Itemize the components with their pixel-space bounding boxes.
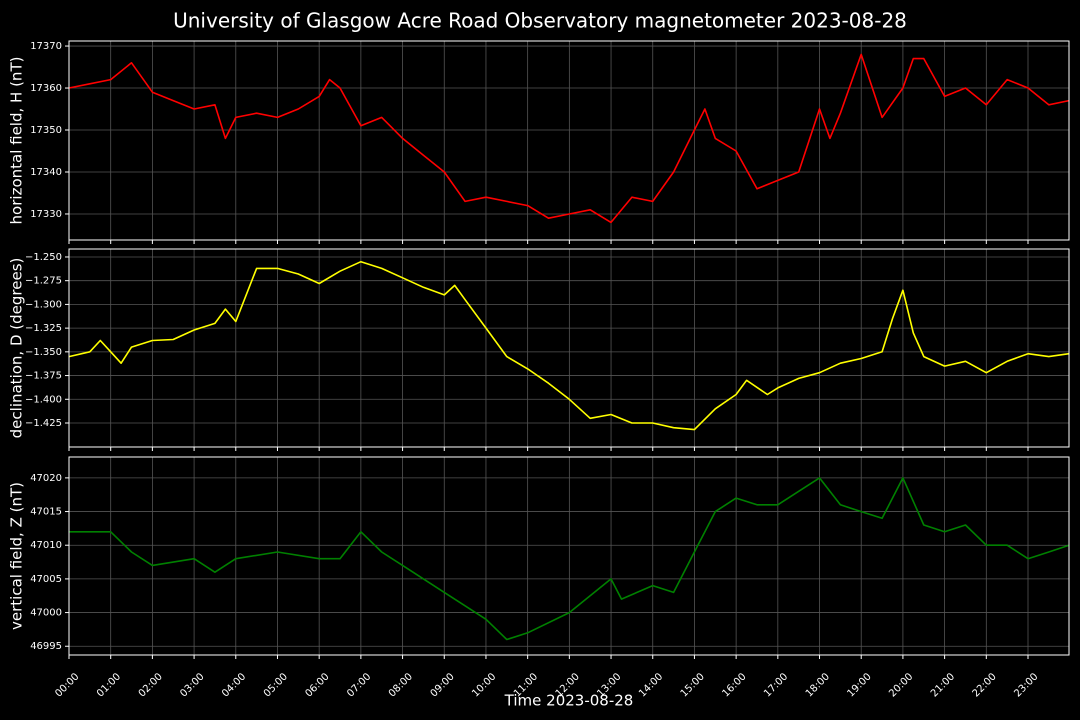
x-tick-label: 15:00: [679, 671, 707, 699]
x-tick-label: 04:00: [220, 671, 248, 699]
y-tick-label: −1.275: [25, 276, 62, 287]
y-tick-label: 47020: [30, 473, 62, 484]
plot-frame: [68, 456, 1070, 656]
x-tick-label: 20:00: [887, 671, 915, 699]
y-tick-label: −1.375: [25, 371, 62, 382]
x-tick-label: 07:00: [345, 671, 373, 699]
x-axis-label: Time 2023-08-28: [504, 692, 634, 710]
x-tick-label: 02:00: [137, 671, 165, 699]
y-tick-label: −1.325: [25, 323, 62, 334]
y-axis-label: horizontal field, H (nT): [8, 57, 26, 225]
x-tick-label: 22:00: [971, 671, 999, 699]
y-tick-label: 17330: [30, 209, 62, 220]
x-tick-label: 09:00: [429, 671, 457, 699]
y-tick-label: 47005: [30, 574, 62, 585]
plot-frame: [68, 248, 1070, 448]
chart-title: University of Glasgow Acre Road Observat…: [173, 9, 907, 33]
y-tick-label: −1.400: [25, 394, 62, 405]
data-line: [68, 53, 1070, 224]
y-tick-label: −1.250: [25, 252, 62, 263]
x-tick-label: 19:00: [846, 671, 874, 699]
x-tick-label: 10:00: [470, 671, 498, 699]
x-tick-label: 16:00: [720, 671, 748, 699]
x-tick-label: 03:00: [178, 671, 206, 699]
y-tick-label: −1.425: [25, 418, 62, 429]
y-axis-label: declination, D (degrees): [8, 258, 26, 439]
x-tick-label: 18:00: [804, 671, 832, 699]
x-tick-label: 05:00: [262, 671, 290, 699]
data-line: [69, 477, 1070, 641]
y-tick-label: 47000: [30, 608, 62, 619]
plot-frame: [68, 40, 1070, 241]
y-tick-label: 17350: [30, 125, 62, 136]
y-tick-label: 47015: [30, 507, 62, 518]
y-tick-label: −1.300: [25, 299, 62, 310]
x-tick-label: 14:00: [637, 671, 665, 699]
y-tick-label: 17340: [30, 167, 62, 178]
x-tick-label: 06:00: [303, 671, 331, 699]
x-tick-label: 08:00: [387, 671, 415, 699]
data-line: [68, 260, 1070, 431]
x-tick-label: 01:00: [95, 671, 123, 699]
y-tick-label: 17360: [30, 83, 62, 94]
y-tick-label: 47010: [30, 540, 62, 551]
y-tick-label: 46995: [30, 641, 62, 652]
x-tick-label: 21:00: [929, 671, 957, 699]
x-tick-label: 23:00: [1012, 671, 1040, 699]
y-axis-label: vertical field, Z (nT): [8, 482, 26, 630]
y-tick-label: −1.350: [25, 347, 62, 358]
x-tick-label: 00:00: [53, 671, 81, 699]
x-tick-label: 17:00: [762, 671, 790, 699]
y-tick-label: 17370: [30, 41, 62, 52]
